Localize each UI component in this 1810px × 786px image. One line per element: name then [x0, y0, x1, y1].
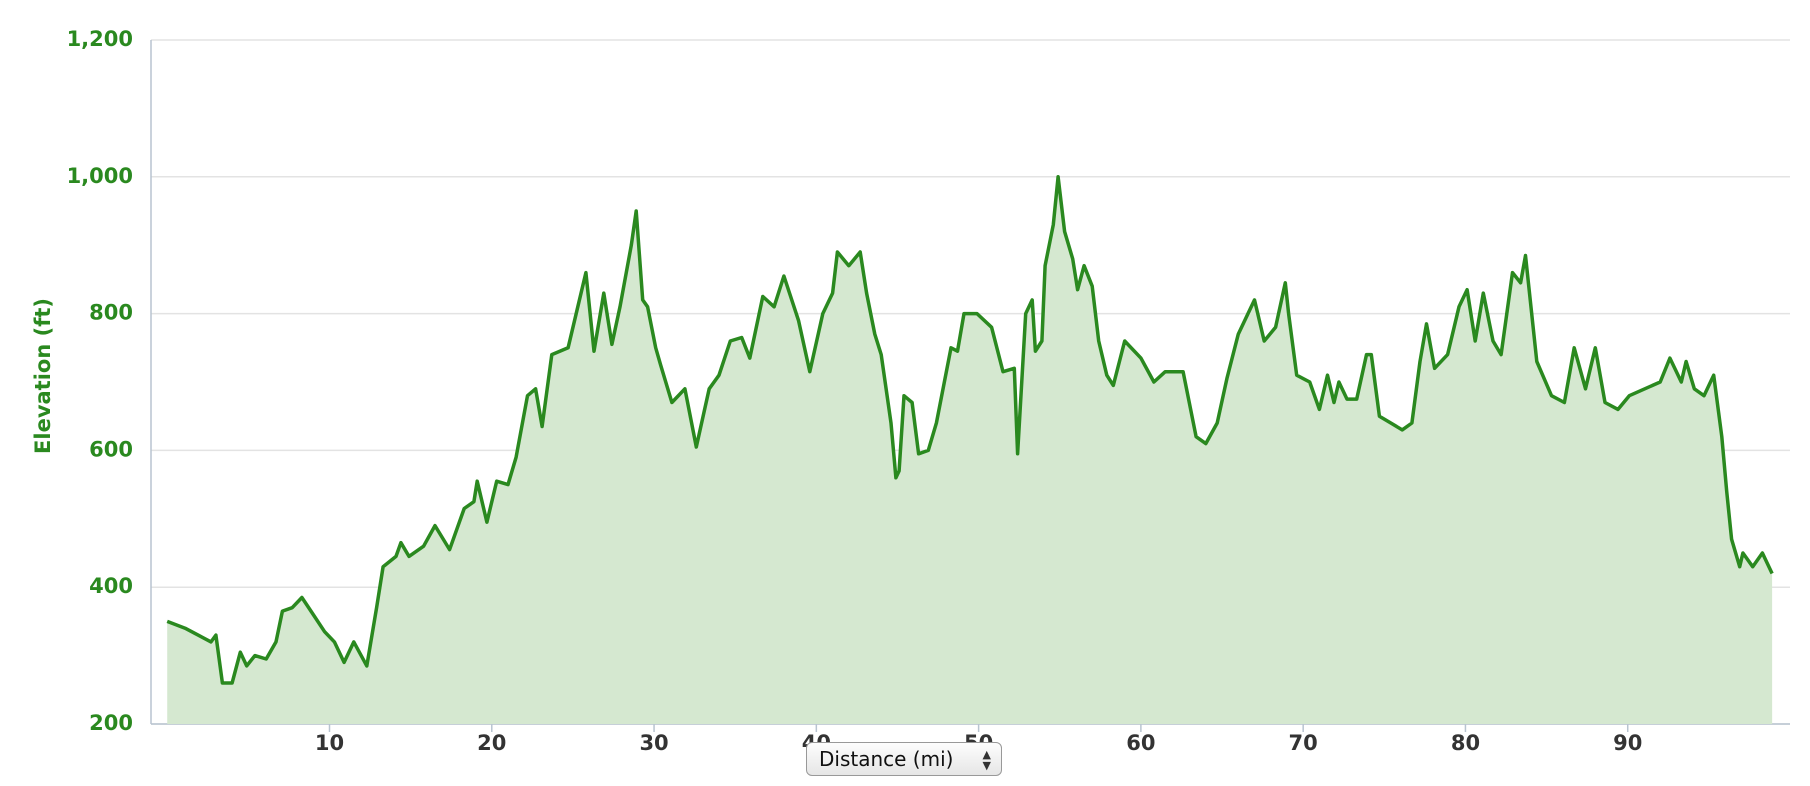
y-tick-label: 200: [89, 711, 133, 735]
y-tick-label: 1,000: [67, 164, 133, 188]
x-tick-label: 60: [1126, 731, 1155, 755]
y-tick-label: 1,200: [67, 27, 133, 51]
x-axis-label: Distance (mi): [819, 747, 954, 771]
x-tick-label: 10: [315, 731, 344, 755]
y-axis-label: Elevation (ft): [31, 298, 55, 454]
x-tick-label: 80: [1451, 731, 1480, 755]
x-tick-label: 20: [477, 731, 506, 755]
area-fill: [167, 176, 1773, 725]
x-tick-label: 30: [639, 731, 668, 755]
x-axis-select[interactable]: Distance (mi) ▲ ▼: [806, 742, 1002, 776]
y-tick-label: 600: [89, 437, 133, 461]
y-tick-label: 400: [89, 574, 133, 598]
elevation-line: [166, 175, 1774, 685]
y-tick-label: 800: [89, 301, 133, 325]
x-tick-label: 90: [1613, 731, 1642, 755]
x-tick-label: 70: [1289, 731, 1318, 755]
select-arrows: ▲ ▼: [982, 748, 991, 772]
